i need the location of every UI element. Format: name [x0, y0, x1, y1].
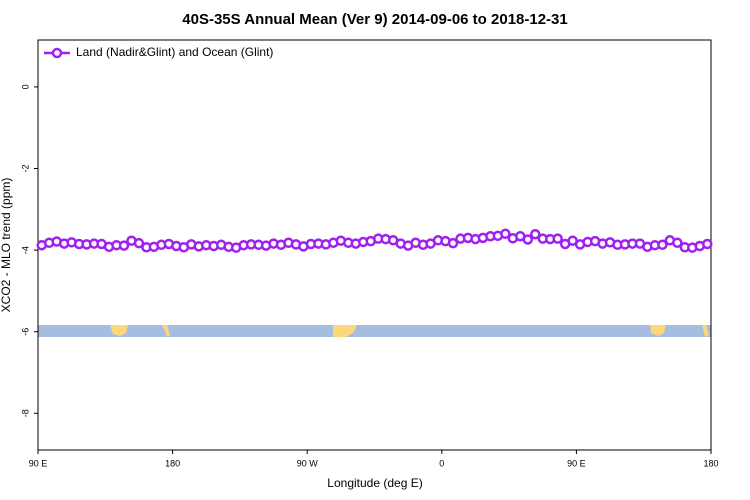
legend-label: Land (Nadir&Glint) and Ocean (Glint) — [76, 45, 273, 59]
land-shape — [162, 325, 170, 337]
y-tick-label: -6 — [20, 328, 30, 336]
y-axis-label: XCO2 - MLO trend (ppm) — [0, 178, 13, 313]
data-point — [657, 239, 668, 251]
land-shape — [110, 325, 128, 336]
data-point — [552, 233, 563, 244]
y-tick-label: -2 — [20, 164, 30, 172]
chart-title: 40S-35S Annual Mean (Ver 9) 2014-09-06 t… — [182, 11, 567, 28]
legend-marker — [51, 47, 63, 59]
data-point — [702, 238, 713, 250]
x-tick-label: 90 W — [297, 458, 319, 468]
x-tick-label: 90 E — [29, 458, 48, 468]
data-point — [530, 228, 541, 240]
data-point — [500, 228, 511, 240]
x-tick-label: 0 — [439, 458, 444, 468]
x-tick-label: 90 E — [567, 458, 586, 468]
land-shape — [702, 325, 709, 337]
y-tick-label: 0 — [20, 84, 30, 89]
land-shape — [650, 325, 666, 336]
y-tick-label: -8 — [20, 409, 30, 417]
data-point — [447, 237, 459, 249]
x-tick-label: 180 — [165, 458, 180, 468]
data-point — [522, 234, 534, 245]
data-point — [672, 237, 683, 249]
data-point — [118, 240, 130, 251]
ocean-band — [38, 325, 711, 337]
land-shape — [333, 325, 357, 337]
x-tick-label: 180 — [703, 458, 718, 468]
x-axis-label: Longitude (deg E) — [327, 476, 422, 490]
y-tick-label: -4 — [20, 246, 30, 254]
land-ocean-strip — [38, 325, 711, 337]
data-point — [133, 237, 145, 249]
